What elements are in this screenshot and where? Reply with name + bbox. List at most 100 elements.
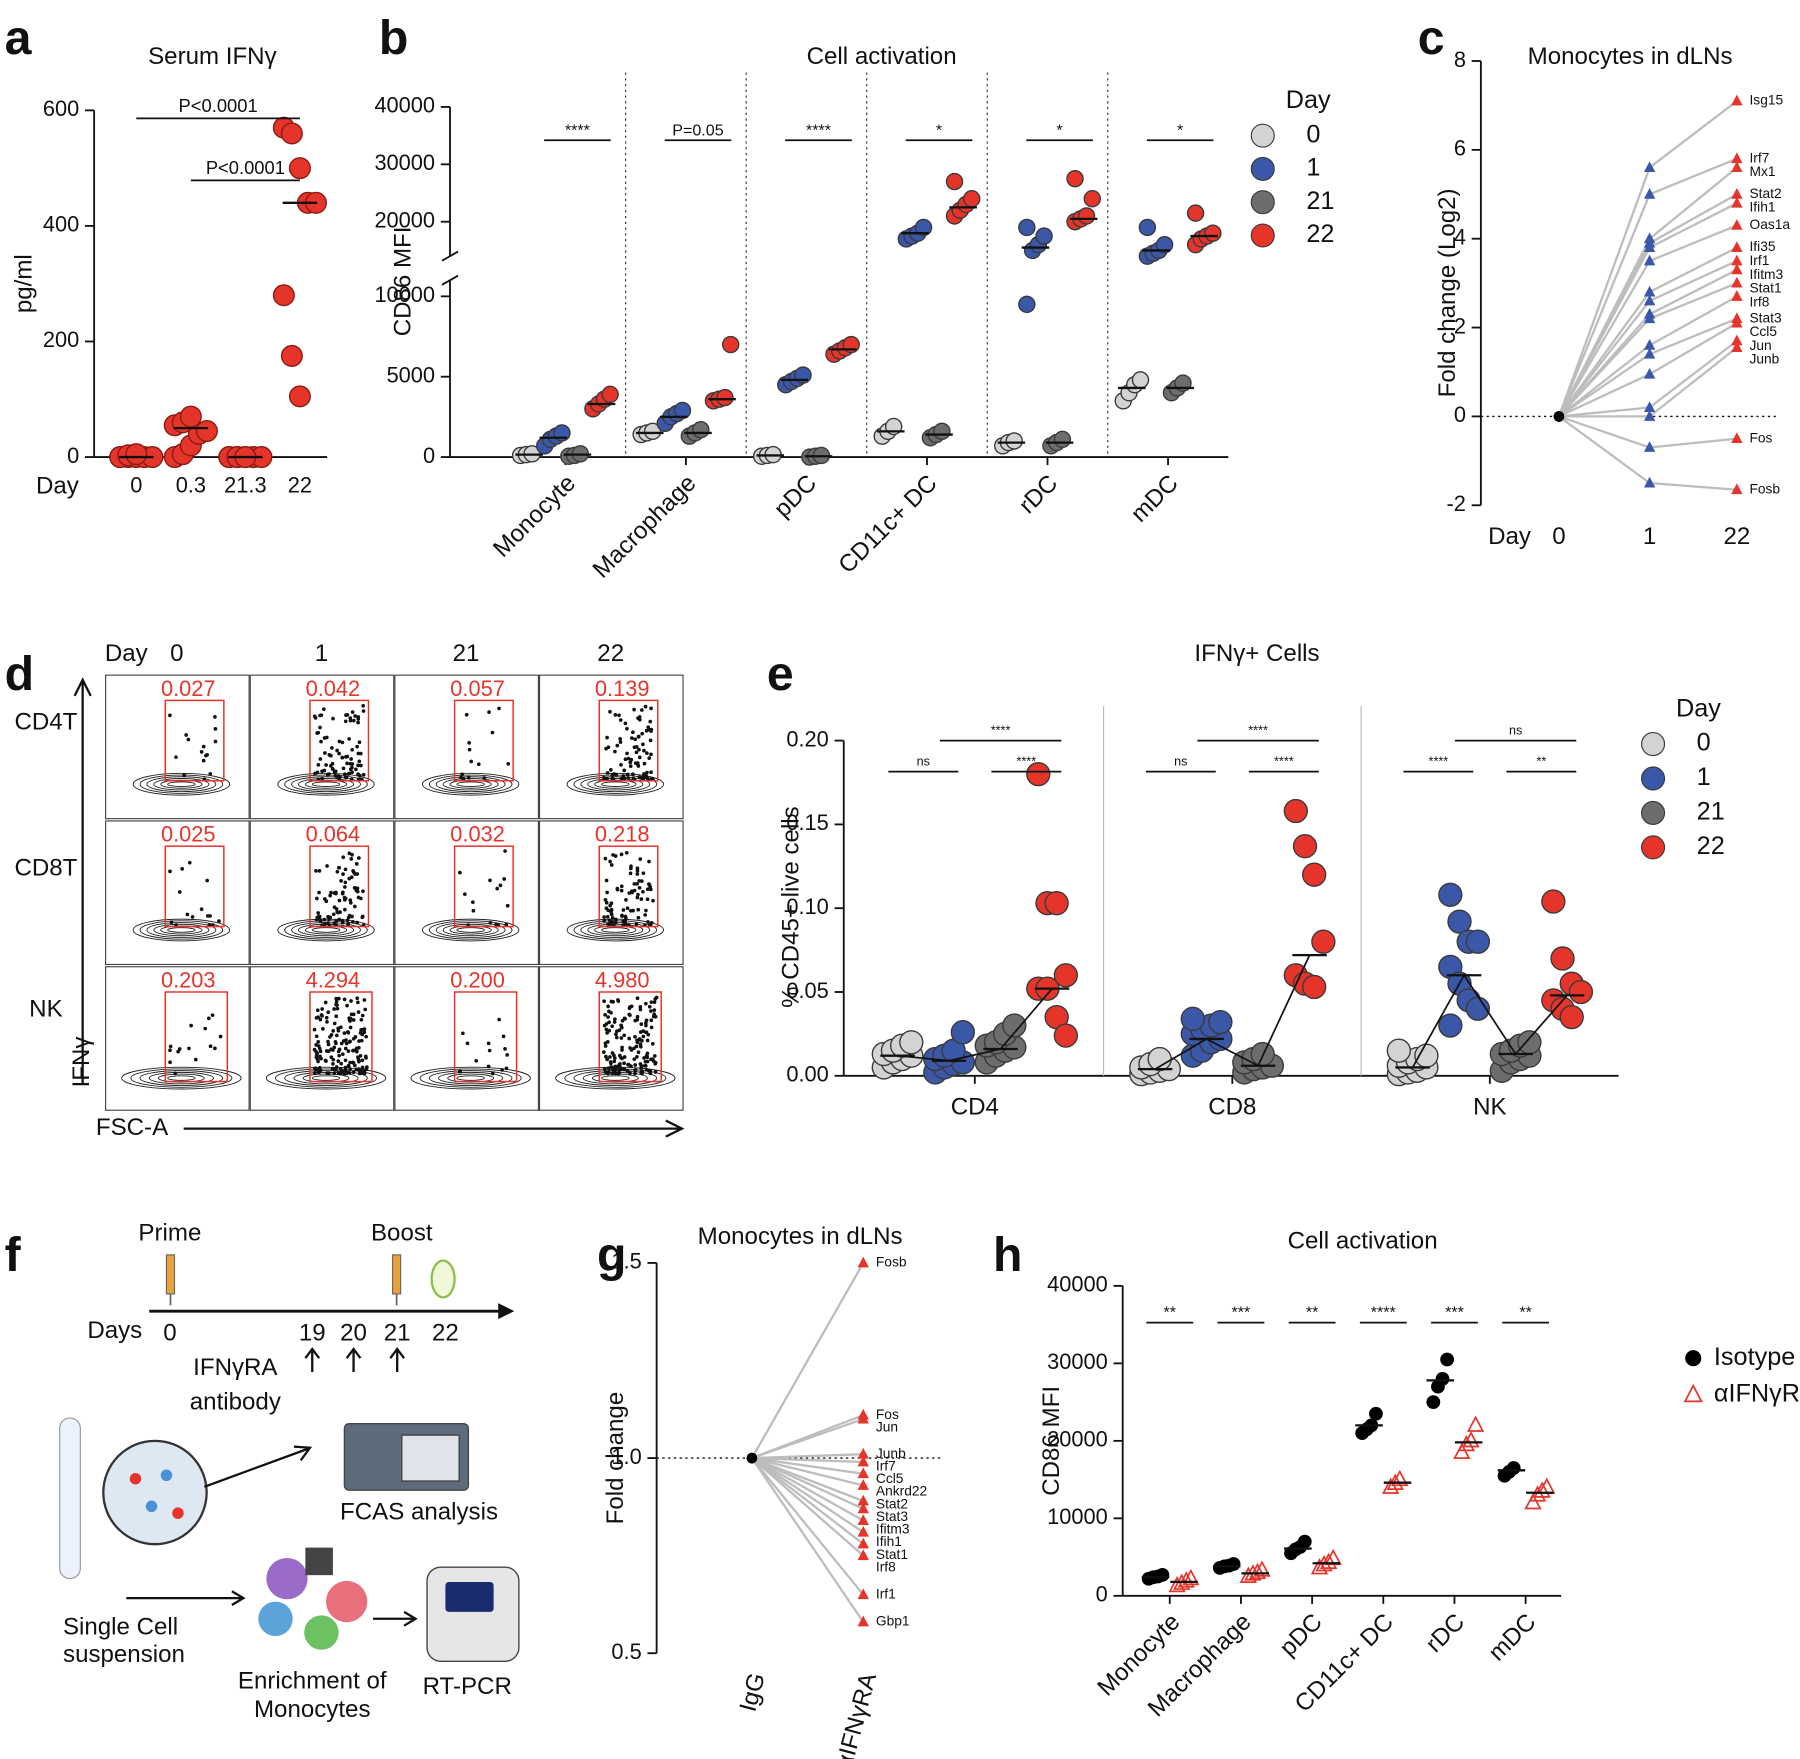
y-tick-label: -2	[1447, 491, 1466, 516]
series-label: Fos	[876, 1407, 899, 1422]
event-dot	[631, 772, 635, 777]
significance-label: ****	[565, 121, 590, 139]
event-dot	[633, 1071, 637, 1076]
event-dot	[643, 1059, 648, 1064]
contour	[601, 1075, 630, 1081]
series-label: Ccl5	[1749, 324, 1777, 339]
data-point	[1186, 204, 1205, 222]
event-dot	[645, 751, 649, 755]
cell-dot	[145, 1500, 158, 1513]
data-point	[1438, 1013, 1463, 1038]
event-dot	[312, 1027, 317, 1032]
column-label: 22	[597, 640, 624, 667]
event-dot	[624, 898, 628, 902]
legend-label: 1	[1697, 763, 1711, 791]
event-dot	[318, 1054, 322, 1059]
series-line	[1558, 415, 1737, 491]
event-dot	[604, 906, 609, 911]
event-dot	[623, 1016, 627, 1021]
data-point	[1541, 889, 1566, 914]
days-label: Days	[87, 1317, 142, 1344]
event-dot	[168, 869, 172, 874]
chart-panel: e IFNγ+ Cells % CD45+ live cells 0.00 0.05 0.…	[767, 640, 1725, 1120]
data-point	[1643, 410, 1656, 421]
event-dot	[199, 907, 204, 912]
x-axis-label: Day	[1488, 523, 1531, 550]
data-point	[1138, 218, 1157, 237]
panel-letter: d	[5, 647, 34, 701]
event-dot	[627, 1036, 631, 1041]
event-dot	[332, 1021, 337, 1026]
data-point	[1731, 263, 1743, 275]
event-dot	[618, 740, 623, 744]
event-dot	[363, 1054, 368, 1059]
event-dot	[631, 730, 635, 735]
event-dot	[465, 1041, 470, 1046]
event-dot	[649, 706, 653, 711]
y-axis-label: Fold change (Log2)	[1434, 188, 1461, 397]
data-point	[857, 1615, 869, 1627]
flow-label: FCAS analysis	[340, 1499, 498, 1526]
event-dot	[360, 1058, 365, 1063]
event-dot	[340, 740, 345, 745]
event-dot	[476, 762, 481, 767]
series-label: Stat3	[1749, 310, 1781, 325]
comparison-label: ns	[1174, 755, 1187, 769]
legend-swatch	[1250, 190, 1275, 215]
event-dot	[349, 999, 353, 1003]
event-dot	[343, 1058, 348, 1063]
series-line	[751, 1456, 864, 1464]
data-point	[1248, 1562, 1267, 1580]
cell-icon	[304, 1615, 339, 1650]
event-dot	[332, 1045, 337, 1050]
event-dot	[646, 725, 651, 730]
event-dot	[629, 866, 633, 871]
event-dot	[482, 776, 487, 780]
event-dot	[187, 860, 192, 865]
series-line	[751, 1456, 864, 1487]
event-dot	[347, 1071, 352, 1075]
enrichment-label: Enrichment of	[238, 1667, 387, 1694]
x-tick-label: CD4	[951, 1093, 999, 1120]
event-dot	[627, 891, 632, 895]
event-dot	[362, 998, 367, 1002]
event-dot	[347, 737, 351, 741]
contour	[421, 918, 520, 942]
event-dot	[324, 763, 328, 767]
event-dot	[602, 999, 606, 1004]
event-dot	[505, 903, 510, 908]
event-dot	[636, 735, 641, 739]
event-dot	[651, 898, 655, 903]
event-dot	[345, 1030, 350, 1034]
series-label: Irf8	[876, 1559, 896, 1574]
data-point	[1035, 227, 1053, 245]
event-dot	[501, 1034, 506, 1039]
row-label: NK	[29, 996, 62, 1023]
data-point	[1302, 974, 1327, 1000]
event-dot	[325, 864, 329, 868]
contour	[139, 1070, 224, 1087]
event-dot	[332, 1007, 337, 1011]
series-label: Stat1	[876, 1547, 908, 1562]
event-dot	[342, 1071, 347, 1076]
data-point	[857, 1549, 869, 1561]
event-dot	[633, 737, 638, 742]
event-dot	[359, 763, 363, 768]
data-point	[1643, 285, 1656, 297]
event-dot	[332, 770, 337, 774]
event-dot	[168, 1048, 172, 1053]
event-dot	[350, 747, 354, 752]
event-dot	[354, 862, 359, 866]
contour	[121, 1066, 242, 1090]
event-dot	[605, 735, 609, 740]
event-dot	[619, 1036, 624, 1040]
gate	[598, 845, 659, 928]
y-tick-label: 0.15	[786, 810, 828, 835]
event-dot	[168, 1060, 172, 1065]
event-dot	[610, 773, 615, 777]
event-dot	[653, 1014, 658, 1019]
pcr-machine-icon	[426, 1566, 520, 1662]
event-dot	[637, 885, 642, 890]
data-point	[1180, 1006, 1205, 1031]
contour	[139, 920, 224, 940]
